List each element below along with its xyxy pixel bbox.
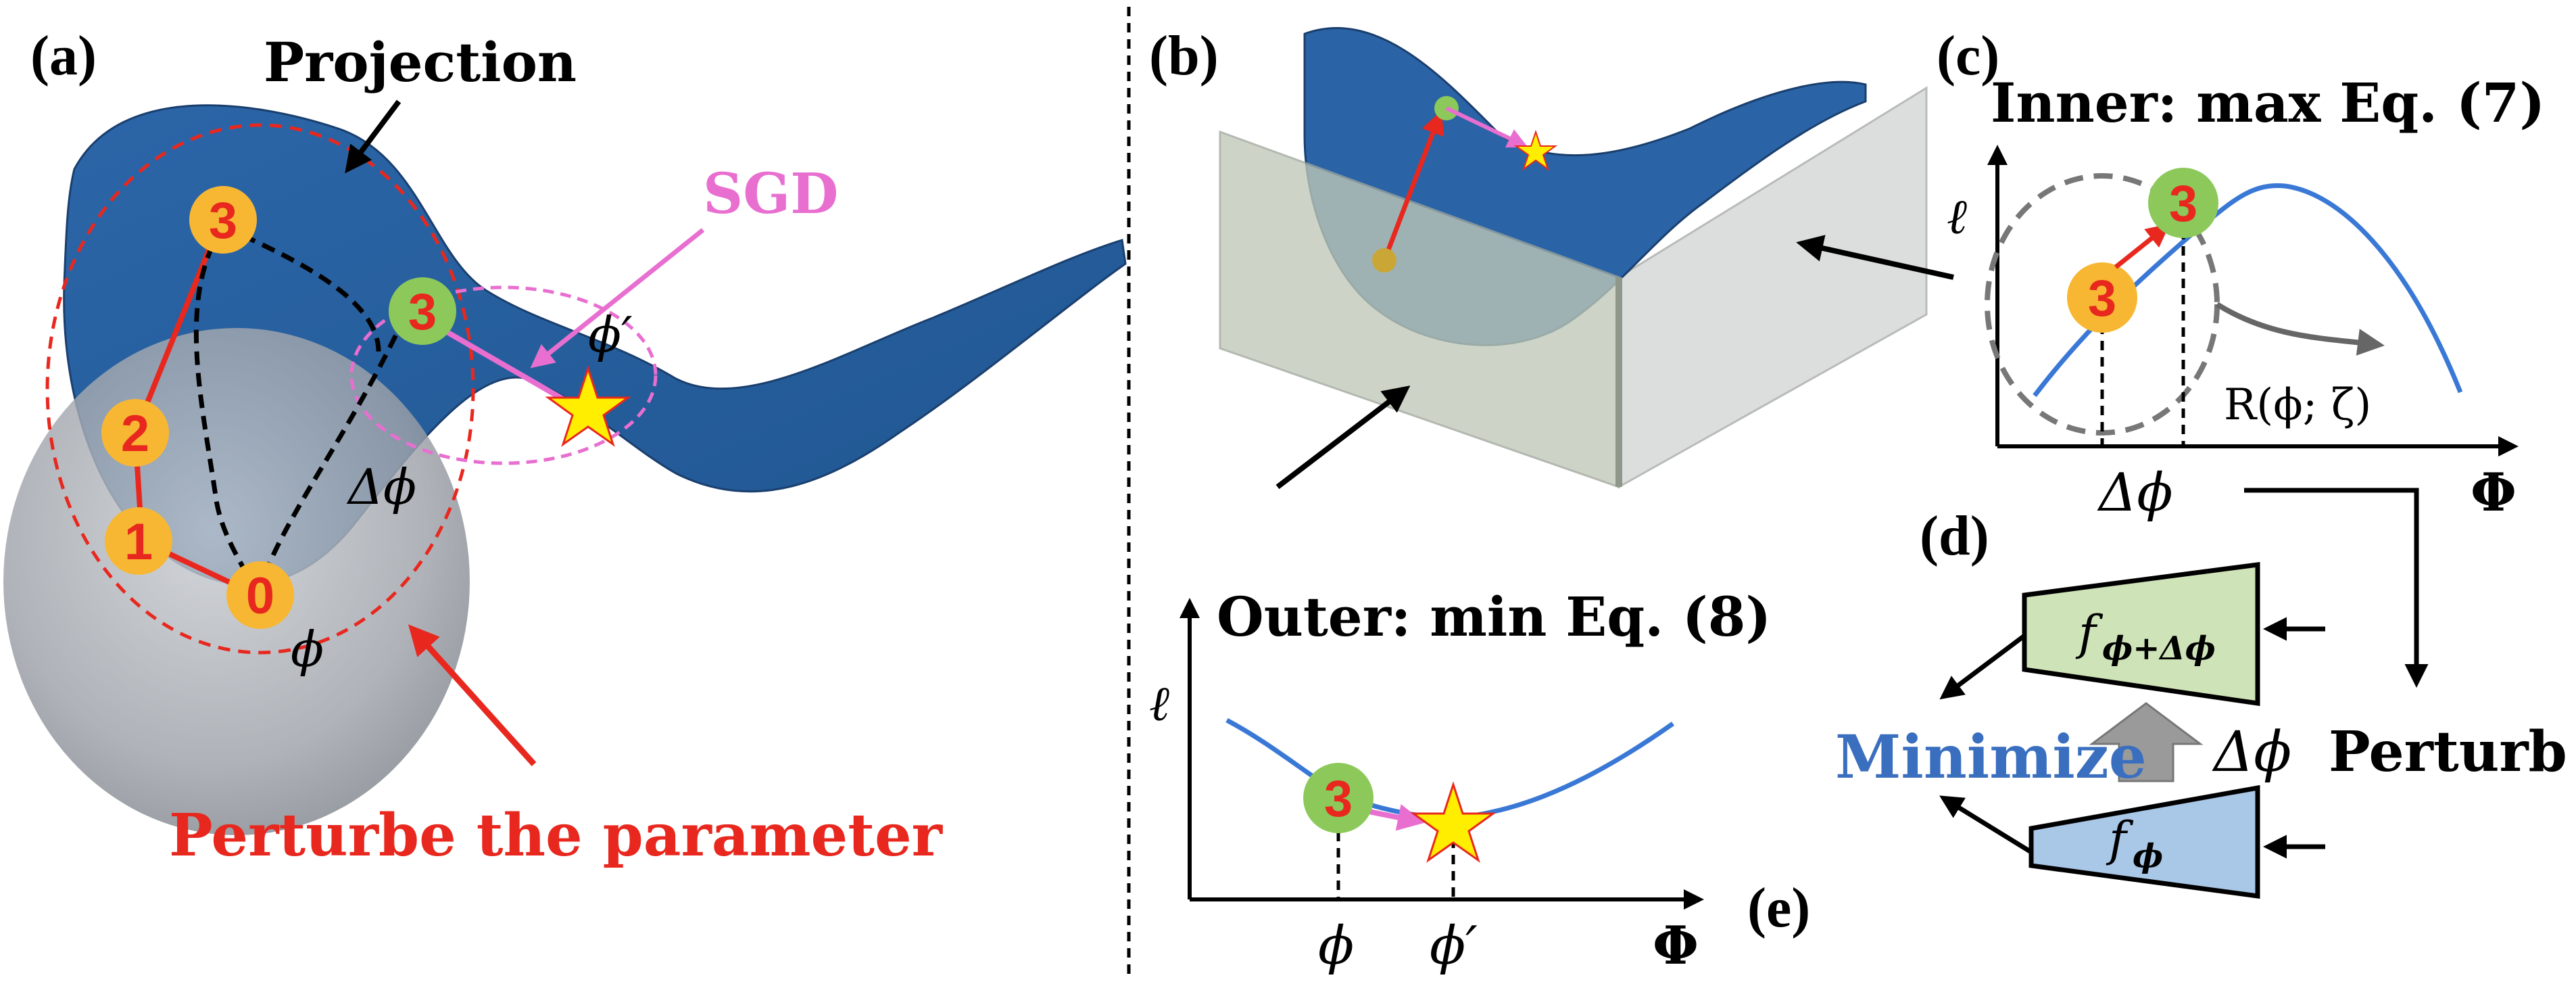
panel-d-label: (d) [1920, 504, 1989, 567]
red-dashed-region [45, 123, 475, 655]
panel-d: (d) f ϕ+Δϕ f ϕ Minimize Δϕ Perturb [1835, 504, 2567, 899]
model-box-original [2028, 784, 2260, 899]
step-circle-0: 0 [226, 561, 294, 629]
phi-prime-label: ϕ′ [588, 306, 632, 363]
step-arrow-c [2114, 223, 2170, 269]
step-circle-2: 2 [101, 399, 169, 467]
red-trajectory [132, 222, 258, 598]
star-icon-e [1410, 781, 1497, 863]
svg-text:3: 3 [408, 283, 437, 341]
svg-text:2: 2 [121, 405, 149, 463]
step-circle-3-green: 3 [389, 277, 456, 345]
panel-e: Outer: min Eq. (8) (e) ℓ Φ 3 ϕ ϕ′ [1149, 585, 1810, 977]
phi-label-e: ϕ [1318, 916, 1354, 977]
step-circle-e-green: 3 [1303, 763, 1374, 833]
pink-dashed-region [349, 285, 658, 465]
star-icon-b [1513, 129, 1558, 171]
ylabel-c: ℓ [1947, 188, 1967, 245]
start-point-b [1372, 248, 1396, 273]
model-box-perturbed [2022, 562, 2260, 707]
update-arrow [2089, 702, 2204, 782]
panel-e-label: (e) [1747, 876, 1810, 939]
panel-b: (b) [1149, 24, 1954, 490]
region-arrow [2215, 302, 2385, 356]
arrow-from-c [1796, 235, 1954, 280]
output-arrow-top [1939, 634, 2026, 700]
sgd-arrow-e [1368, 804, 1425, 831]
perturb-label: Perturbe the parameter [169, 801, 944, 870]
perturb-label-d: Perturb [2329, 720, 2567, 784]
minimize-label: Minimize [1835, 722, 2147, 792]
f-top-sub: ϕ+Δϕ [2102, 630, 2216, 667]
panel-b-label: (b) [1149, 24, 1219, 87]
sgd-arrow-b [1445, 106, 1528, 148]
projection-label: Projection [264, 30, 577, 94]
star-icon [545, 365, 631, 447]
step-circle-c-green: 3 [2148, 168, 2218, 238]
panel-c-label: (c) [1937, 24, 1999, 87]
step-circle-c-yellow: 3 [2067, 262, 2137, 333]
arrow-into-plane [1275, 385, 1411, 490]
step-circle-1: 1 [105, 507, 172, 575]
connector-to-perturb [2244, 488, 2429, 688]
chart-e-title: Outer: min Eq. (8) [1217, 585, 1771, 649]
step-circle-3: 3 [189, 186, 257, 254]
xlabel-c: Φ [2471, 462, 2517, 523]
ylabel-e: ℓ [1149, 675, 1169, 732]
phi-label-a: ϕ [291, 621, 324, 678]
f-bottom-sub: ϕ [2133, 837, 2163, 875]
region-label: R(ϕ; ζ) [2224, 380, 2371, 430]
panel-a-label: (a) [30, 24, 97, 87]
chart-c-title: Inner: max Eq. (7) [1991, 71, 2545, 135]
sgd-arrow [530, 228, 705, 369]
perturb-arrow [408, 624, 537, 767]
svg-text:0: 0 [246, 567, 274, 625]
projection-arrow [345, 99, 402, 174]
step-arrow-b [1383, 110, 1444, 258]
panel-c: (c) Inner: max Eq. (7) ℓ Φ R(ϕ; ζ) 3 3 Δ… [1937, 24, 2545, 688]
delta-phi-label-d: Δϕ [2212, 720, 2291, 784]
svg-text:1: 1 [124, 513, 153, 571]
panel-a: (a) 0 1 2 [3, 24, 1127, 870]
delta-phi-label-a: Δϕ [346, 459, 416, 515]
sgd-label: SGD [703, 162, 838, 227]
delta-phi-label-c: Δϕ [2097, 463, 2173, 523]
output-arrow-bottom [1939, 795, 2033, 854]
svg-text:3: 3 [2169, 175, 2197, 233]
xlabel-e: Φ [1653, 915, 1699, 977]
svg-text:3: 3 [1324, 770, 1353, 828]
phi-prime-label-e: ϕ′ [1430, 916, 1478, 977]
svg-text:3: 3 [209, 192, 237, 250]
svg-text:3: 3 [2088, 270, 2116, 327]
